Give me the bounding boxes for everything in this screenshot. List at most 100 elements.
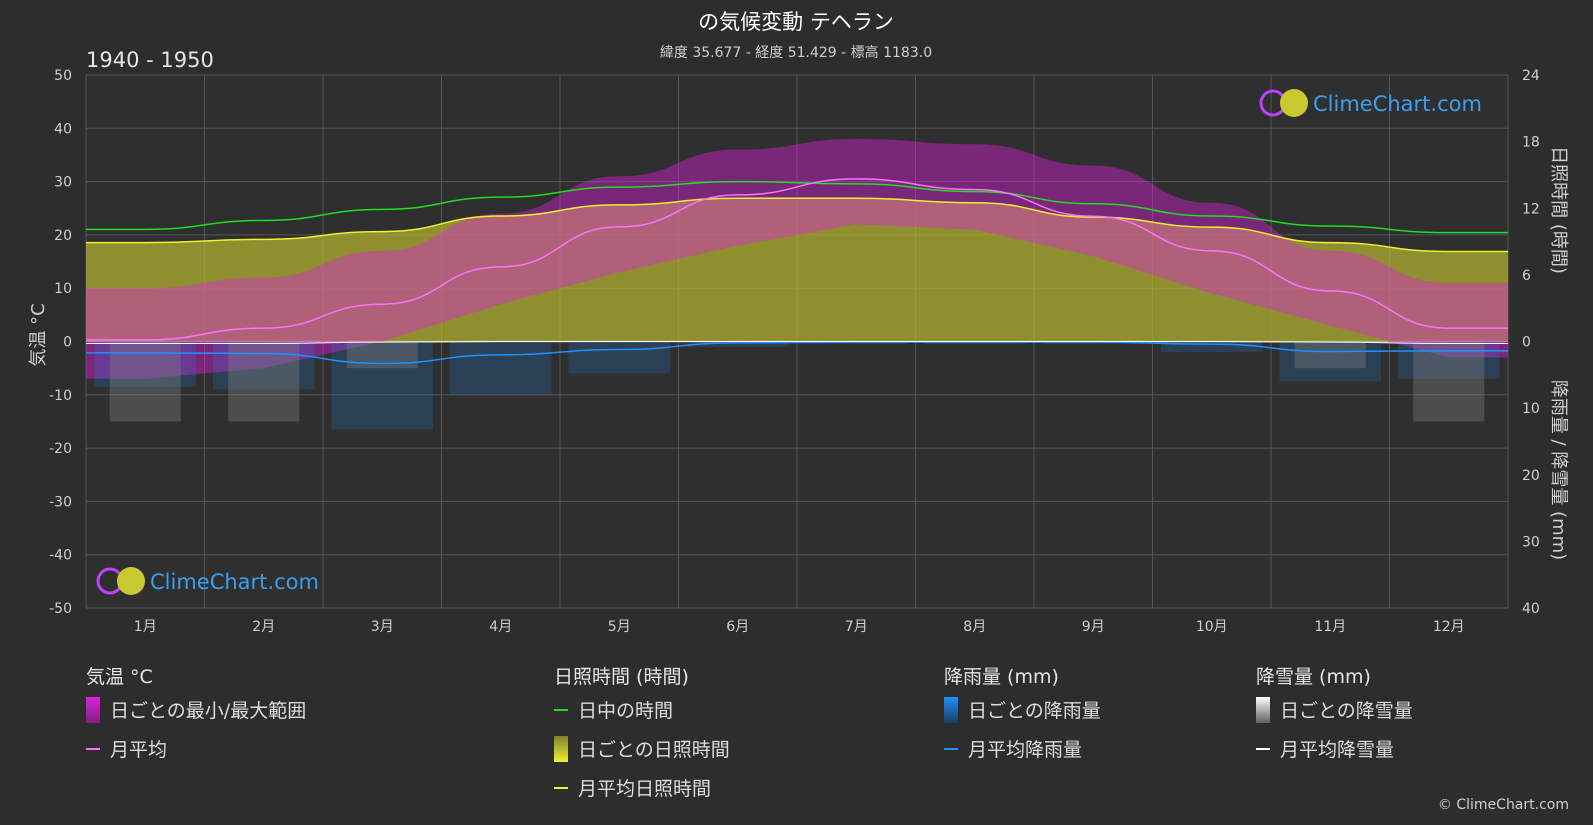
month-tick-label: 1月 bbox=[134, 619, 157, 635]
daylight-line bbox=[85, 180, 1508, 234]
legend-sun-title: 日照時間 (時間) bbox=[554, 666, 689, 688]
chart-title: の気候変動 テヘラン bbox=[698, 10, 894, 34]
rain-mean-swatch bbox=[944, 747, 958, 750]
snow-bar bbox=[109, 341, 181, 422]
legend-rain-daily-label: 日ごとの降雨量 bbox=[968, 700, 1101, 722]
rain-bar bbox=[331, 341, 434, 430]
month-tick-label: 11月 bbox=[1314, 619, 1346, 635]
sunshine-swatch bbox=[554, 735, 568, 762]
snow-bar bbox=[1413, 341, 1485, 422]
legend-snow-daily: 日ごとの降雪量 bbox=[1256, 696, 1413, 723]
legend-rain-mean-label: 月平均降雨量 bbox=[968, 739, 1083, 761]
right-top-axis-label: 日照時間 (時間) bbox=[1548, 146, 1569, 274]
rain-mean-line bbox=[86, 341, 1508, 365]
legend-temp-range: 日ごとの最小/最大範囲 bbox=[86, 696, 306, 723]
sunshine-mean-line bbox=[85, 197, 1508, 253]
rain-swatch bbox=[944, 696, 958, 723]
logo-top-right: ClimeChart.com bbox=[1259, 89, 1482, 117]
right-bottom-tick-label: 40 bbox=[1522, 601, 1540, 617]
right-top-tick-label: 24 bbox=[1522, 68, 1540, 84]
sunshine-mean-swatch bbox=[554, 786, 568, 789]
legend-snow-mean: 月平均降雪量 bbox=[1256, 735, 1413, 762]
month-tick-label: 8月 bbox=[963, 619, 986, 635]
legend-rain-daily: 日ごとの降雨量 bbox=[944, 696, 1101, 723]
right-bottom-axis-label: 降雨量 / 降雪量 (mm) bbox=[1548, 380, 1569, 560]
legend-daylight-label: 日中の時間 bbox=[578, 700, 674, 722]
snow-bar bbox=[1294, 341, 1366, 369]
right-bottom-tick-label: 10 bbox=[1522, 401, 1540, 417]
left-tick-label: 0 bbox=[63, 335, 72, 351]
left-tick-label: -10 bbox=[49, 388, 72, 404]
legend-rain-mean: 月平均降雨量 bbox=[944, 735, 1101, 762]
legend-temp-title: 気温 °C bbox=[86, 666, 153, 688]
month-tick-label: 3月 bbox=[371, 619, 394, 635]
legend-temperature: 気温 °C 日ごとの最小/最大範囲 月平均 bbox=[86, 662, 306, 774]
left-tick-label: 30 bbox=[54, 175, 72, 191]
left-tick-label: -30 bbox=[49, 494, 72, 510]
legend-sunshine-mean: 月平均日照時間 bbox=[554, 774, 730, 801]
left-tick-label: 20 bbox=[54, 228, 72, 244]
rain-bar bbox=[449, 341, 552, 395]
temp-mean-line bbox=[86, 178, 1508, 341]
month-tick-label: 6月 bbox=[726, 619, 749, 635]
month-tick-label: 5月 bbox=[608, 619, 631, 635]
right-bottom-tick-label: 20 bbox=[1522, 468, 1540, 484]
logo-sun-icon bbox=[1280, 89, 1308, 117]
month-tick-label: 10月 bbox=[1196, 619, 1228, 635]
legend-sunshine: 日照時間 (時間) 日中の時間 日ごとの日照時間 月平均日照時間 bbox=[554, 662, 730, 813]
right-top-tick-label: 18 bbox=[1522, 135, 1540, 151]
copyright: © ClimeChart.com bbox=[1437, 797, 1569, 813]
left-tick-label: 50 bbox=[54, 68, 72, 84]
month-tick-label: 12月 bbox=[1433, 619, 1465, 635]
temp-range-swatch bbox=[86, 696, 100, 723]
right-bottom-tick-label: 30 bbox=[1522, 534, 1540, 550]
rain-bar bbox=[686, 341, 789, 347]
legend-snow-mean-label: 月平均降雪量 bbox=[1280, 739, 1395, 761]
rain-bar bbox=[1279, 341, 1382, 382]
snow-mean-swatch bbox=[1256, 747, 1270, 750]
legend-snow-daily-label: 日ごとの降雪量 bbox=[1280, 700, 1413, 722]
rain-bar bbox=[94, 341, 197, 387]
snow-mean-line bbox=[85, 340, 1508, 344]
left-tick-label: -40 bbox=[49, 548, 72, 564]
left-axis-label: 気温 °C bbox=[28, 303, 49, 366]
axis-ticks: 50 40 30 20 10 0 -10 -20 -30 -40 -50 24 18 12 6 0 10 20 30… bbox=[49, 68, 1540, 635]
month-tick-label: 7月 bbox=[845, 619, 868, 635]
left-tick-label: 10 bbox=[54, 281, 72, 297]
legend-sunshine-daily-label: 日ごとの日照時間 bbox=[578, 739, 730, 761]
right-top-tick-label: 0 bbox=[1522, 335, 1531, 351]
temp-mean-swatch bbox=[86, 747, 100, 750]
left-tick-label: -20 bbox=[49, 441, 72, 457]
left-tick-label: 40 bbox=[54, 121, 72, 137]
right-top-tick-label: 12 bbox=[1522, 201, 1540, 217]
logo-text: ClimeChart.com bbox=[150, 570, 319, 594]
legend-sunshine-daily: 日ごとの日照時間 bbox=[554, 735, 730, 762]
legend-temp-mean-label: 月平均 bbox=[110, 739, 168, 761]
right-top-tick-label: 6 bbox=[1522, 268, 1531, 284]
climate-chart: の気候変動 テヘラン 緯度 35.677 - 経度 51.429 - 標高 11… bbox=[28, 10, 1569, 635]
month-tick-label: 4月 bbox=[489, 619, 512, 635]
temp-range-band bbox=[86, 138, 1508, 379]
rain-bar bbox=[212, 341, 315, 390]
chart-subtitle: 緯度 35.677 - 経度 51.429 - 標高 1183.0 bbox=[660, 44, 932, 61]
legend-sunshine-mean-label: 月平均日照時間 bbox=[578, 778, 712, 800]
rain-bar bbox=[1397, 341, 1500, 379]
daylight-swatch bbox=[554, 708, 568, 711]
legend-temp-range-label: 日ごとの最小/最大範囲 bbox=[110, 700, 307, 722]
logo-bottom-left: ClimeChart.com bbox=[96, 567, 319, 595]
mean-lines bbox=[85, 178, 1508, 365]
legend-snow-title: 降雪量 (mm) bbox=[1256, 666, 1371, 688]
legend-rain-title: 降雨量 (mm) bbox=[944, 666, 1059, 688]
snow-swatch bbox=[1256, 696, 1270, 723]
legend-snow: 降雪量 (mm) 日ごとの降雪量 月平均降雪量 bbox=[1256, 662, 1413, 774]
legend-temp-mean: 月平均 bbox=[86, 735, 306, 762]
rain-bar bbox=[568, 341, 671, 374]
month-tick-label: 2月 bbox=[252, 619, 275, 635]
legend-rain: 降雨量 (mm) 日ごとの降雨量 月平均降雨量 bbox=[944, 662, 1101, 774]
logo-text: ClimeChart.com bbox=[1313, 92, 1482, 116]
logo-sun-icon bbox=[117, 567, 145, 595]
left-tick-label: -50 bbox=[49, 601, 72, 617]
rain-bar bbox=[1160, 341, 1263, 353]
legend-daylight: 日中の時間 bbox=[554, 696, 730, 723]
month-tick-label: 9月 bbox=[1082, 619, 1105, 635]
